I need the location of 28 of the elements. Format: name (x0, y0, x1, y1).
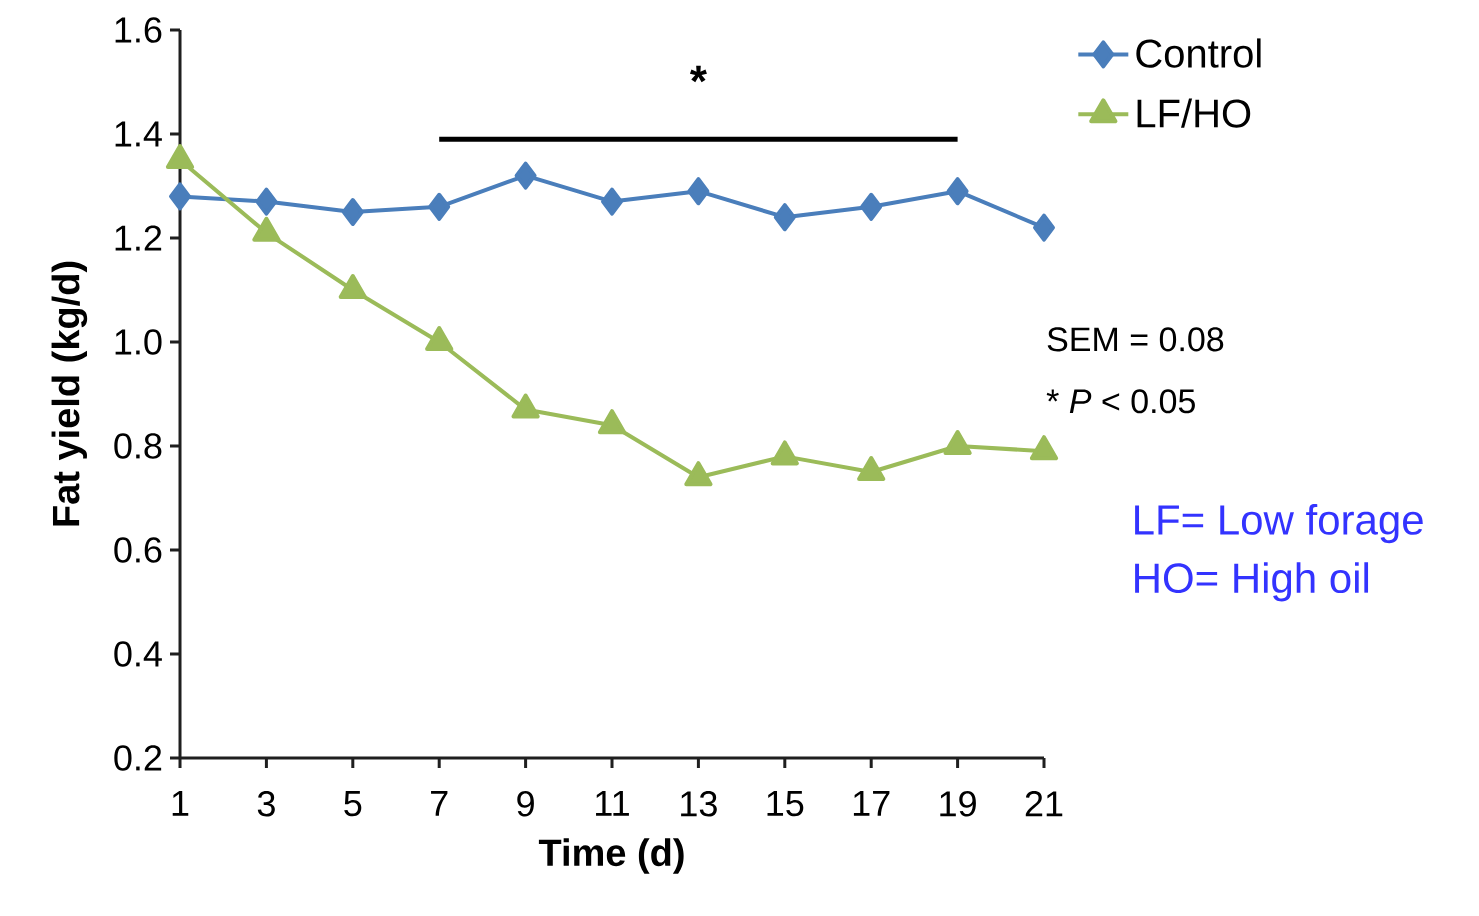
x-axis-title: Time (d) (538, 838, 684, 874)
x-tick-label: 1 (172, 791, 189, 816)
text: *P < 0.05 (1046, 389, 1195, 414)
x-tick-label: 13 (681, 791, 717, 817)
legend-label: Control (1136, 38, 1261, 68)
y-tick-label: 0.6 (114, 537, 162, 563)
x-tick-label: 11 (596, 791, 629, 816)
text: HO= High oil (1135, 562, 1369, 602)
annotation: * (689, 65, 707, 83)
y-tick-label: 1.6 (115, 17, 162, 43)
x-tick-label: 21 (1025, 791, 1063, 817)
x-tick-label: 3 (257, 791, 275, 817)
y-axis-title: Fat yield (kg/d) (51, 261, 88, 526)
y-tick-label: 1.2 (115, 225, 162, 251)
x-tick-label: 15 (767, 791, 804, 817)
legend-label: LF/HO (1137, 98, 1251, 128)
x-tick-label: 9 (517, 791, 534, 817)
x-tick-label: 5 (344, 791, 362, 817)
y-tick-label: 1.0 (115, 329, 162, 355)
y-tick-label: 0.8 (114, 433, 162, 459)
y-tick-label: 0.4 (114, 641, 162, 667)
x-tick-label: 7 (431, 791, 448, 816)
x-tick-label: 19 (940, 791, 976, 817)
text: LF= Low forage (1135, 504, 1423, 544)
text: SEM = 0.08 (1047, 327, 1224, 352)
x-tick-label: 17 (853, 791, 890, 816)
y-tick-label: 0.2 (114, 745, 162, 771)
y-tick-label: 1.4 (115, 121, 162, 147)
